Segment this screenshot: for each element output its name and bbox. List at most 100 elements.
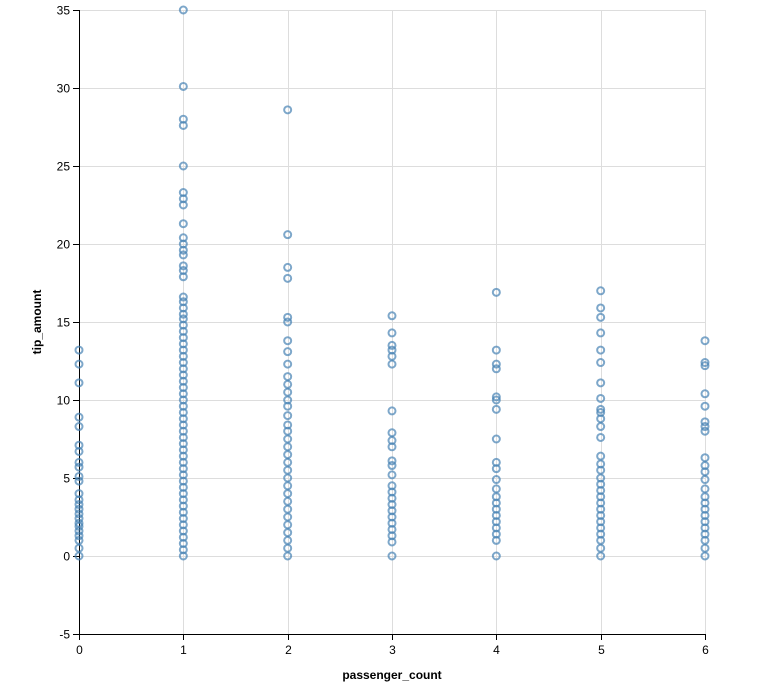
x-axis-title: passenger_count [342,668,441,682]
data-point [74,514,84,524]
data-point [283,347,293,357]
data-point [491,457,501,467]
y-tick-label: 10 [57,394,71,408]
data-point [491,475,501,485]
data-point [74,500,84,510]
data-point [178,314,188,324]
data-point [178,188,188,198]
data-point [178,219,188,229]
data-point [700,422,710,432]
data-point [596,422,606,432]
data-point [491,364,501,374]
y-tick-label: 5 [63,472,70,486]
y-tick-label: 20 [57,238,71,252]
y-axis-title: tip_amount [30,290,44,355]
data-point [491,551,501,561]
data-point [596,378,606,388]
data-point [283,496,293,506]
data-point [74,412,84,422]
data-point [491,359,501,369]
data-point [74,345,84,355]
data-point [596,312,606,322]
data-point [283,434,293,444]
data-point [596,345,606,355]
data-point [283,273,293,283]
data-point [596,407,606,417]
data-point [596,543,606,553]
data-point [74,531,84,541]
data-point [596,432,606,442]
data-point [283,230,293,240]
y-tick-label: 25 [57,160,71,174]
data-point [387,406,397,416]
data-point [178,81,188,91]
data-point [178,233,188,243]
y-axis-ticks: -5 0 5 10 15 20 25 30 35 [57,4,79,642]
data-point [387,551,397,561]
data-point [178,297,188,307]
y-tick-label: 0 [63,550,70,564]
data-point [74,509,84,519]
data-point [596,328,606,338]
data-point [283,528,293,538]
data-point [283,379,293,389]
data-point [74,535,84,545]
data-point [596,451,606,461]
x-tick-label: 0 [76,643,83,657]
y-tick-label: 30 [57,82,71,96]
data-point [700,358,710,368]
data-point [283,372,293,382]
y-tick-label: 15 [57,316,71,330]
data-point [283,504,293,514]
data-point [74,489,84,499]
data-point [74,378,84,388]
data-point [178,261,188,271]
data-point [283,387,293,397]
data-point [491,345,501,355]
x-tick-label: 5 [598,643,605,657]
data-point [178,161,188,171]
data-point [491,287,501,297]
data-point [283,411,293,421]
data-point [283,312,293,322]
data-point [387,428,397,438]
data-point [178,292,188,302]
data-point [491,392,501,402]
data-point [700,426,710,436]
data-point [596,303,606,313]
data-point [700,417,710,427]
data-point [283,465,293,475]
data-point [283,543,293,553]
data-point [491,484,501,494]
data-point [178,250,188,260]
data-point [387,340,397,350]
data-point [700,389,710,399]
y-tick-label: -5 [59,628,70,642]
data-point [74,471,84,481]
data-point [596,286,606,296]
data-point [283,359,293,369]
data-point [283,489,293,499]
data-point [700,401,710,411]
data-point [596,404,606,414]
x-tick-label: 4 [493,643,500,657]
data-point [74,359,84,369]
data-point [596,358,606,368]
data-point [700,361,710,371]
data-point [283,105,293,115]
data-point [387,461,397,471]
x-tick-label: 2 [285,643,292,657]
data-point [387,470,397,480]
data-point [74,462,84,472]
data-point [283,535,293,545]
x-tick-label: 1 [180,643,187,657]
data-point [283,520,293,530]
data-point [700,484,710,494]
data-point [74,440,84,450]
data-point [74,457,84,467]
data-point [387,345,397,355]
data-point [491,404,501,414]
data-point [283,481,293,491]
data-point [283,420,293,430]
data-point [178,114,188,124]
